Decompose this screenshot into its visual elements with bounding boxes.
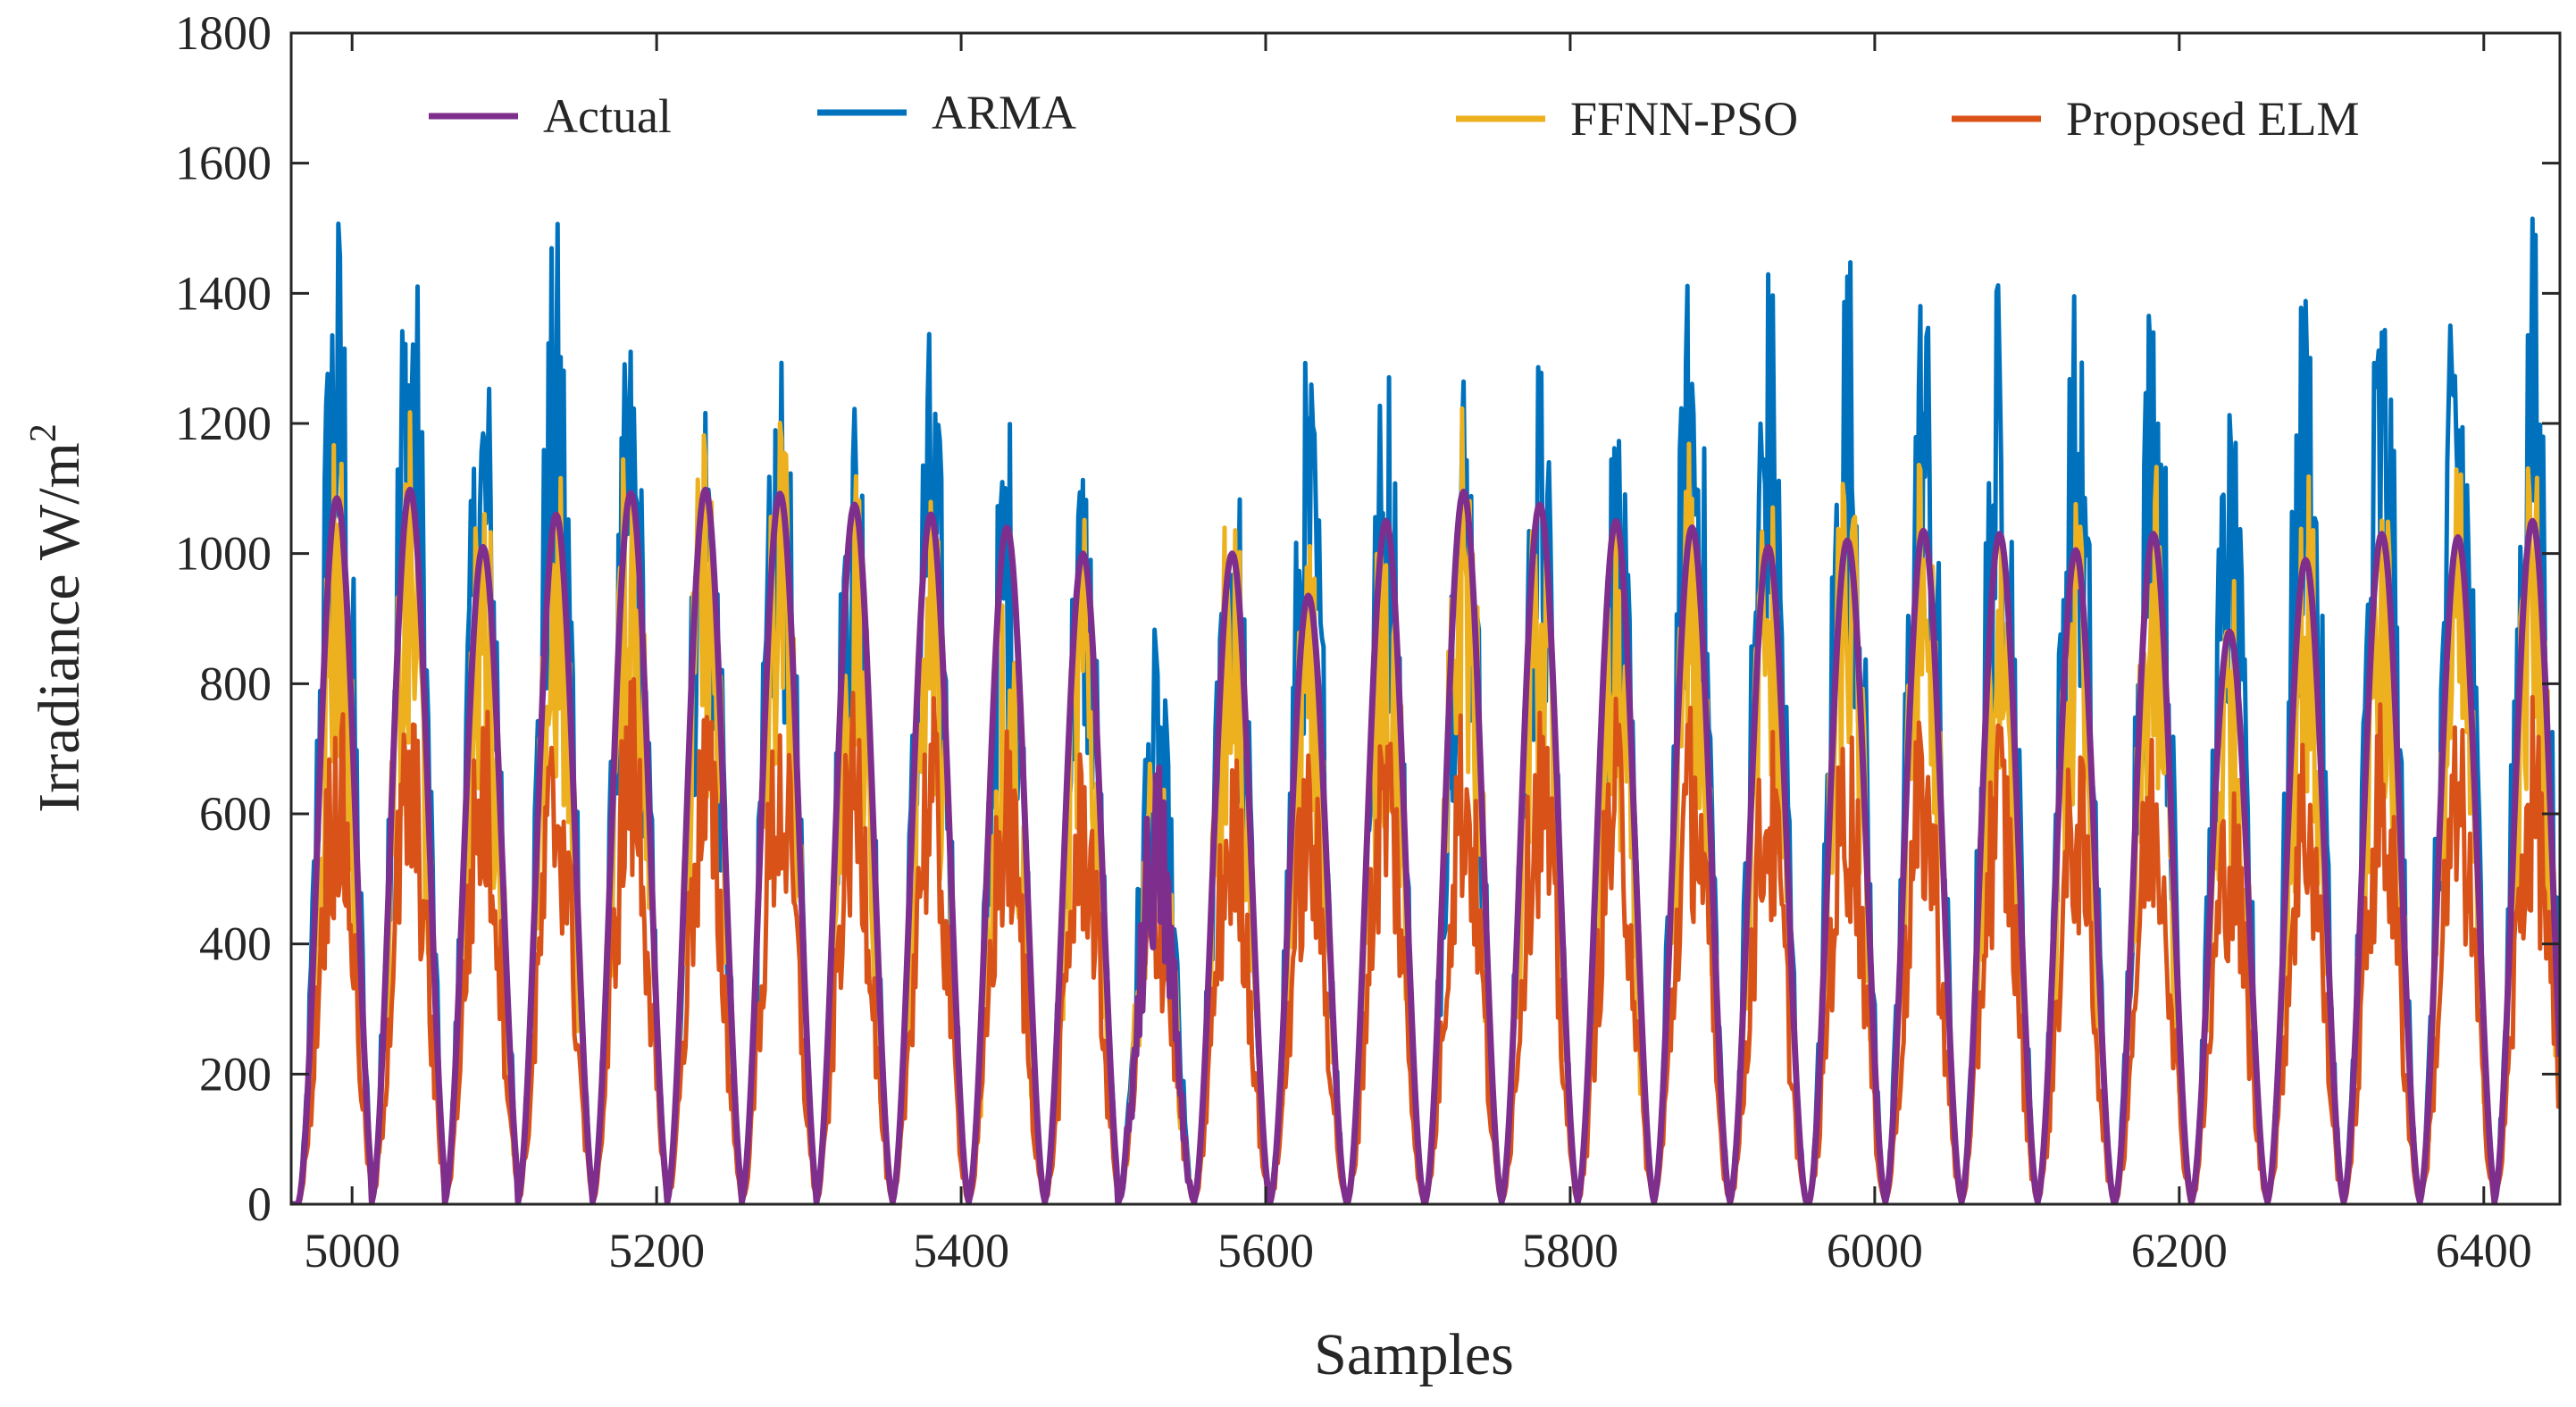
y-tick-label: 1800: [175, 6, 272, 60]
plot-frame: [289, 31, 2562, 1206]
series-layer: [291, 216, 2560, 1204]
y-axis-title-main: Irradiance W/m: [27, 442, 92, 813]
x-tick-label: 6400: [2436, 1224, 2532, 1277]
x-axis: 5000 5200 5400 5600 5800 6000 6200 6400: [304, 33, 2532, 1277]
x-axis-title: Samples: [1314, 1322, 1514, 1387]
y-tick-label: 800: [199, 657, 272, 710]
x-tick-label: 5400: [913, 1224, 1009, 1277]
series-line-actual: [291, 486, 2560, 1204]
x-tick-label: 6200: [2131, 1224, 2228, 1277]
legend-label-ffnn-pso: FFNN-PSO: [1570, 92, 1798, 146]
legend-label-actual: Actual: [543, 89, 672, 143]
y-tick-label: 600: [199, 787, 272, 841]
x-tick-label: 6000: [1827, 1224, 1923, 1277]
legend-label-arma: ARMA: [932, 86, 1076, 139]
y-tick-label: 1600: [175, 137, 272, 190]
y-axis: 0 200 400 600 800 1000 1200 1400 1600 1800: [175, 6, 2560, 1231]
y-tick-label: 1200: [175, 397, 272, 450]
y-tick-label: 1000: [175, 527, 272, 581]
y-tick-label: 0: [247, 1177, 272, 1231]
x-tick-label: 5800: [1522, 1224, 1618, 1277]
x-tick-label: 5000: [304, 1224, 400, 1277]
x-tick-label: 5600: [1217, 1224, 1314, 1277]
x-tick-label: 5200: [608, 1224, 705, 1277]
y-axis-title: Irradiance W/m2: [23, 423, 92, 813]
y-tick-label: 1400: [175, 266, 272, 320]
y-tick-label: 400: [199, 917, 272, 971]
legend: Actual ARMA FFNN-PSO Proposed ELM: [429, 86, 2359, 146]
y-axis-title-superscript: 2: [23, 423, 64, 442]
y-tick-label: 200: [199, 1047, 272, 1101]
legend-label-proposed-elm: Proposed ELM: [2066, 92, 2359, 146]
